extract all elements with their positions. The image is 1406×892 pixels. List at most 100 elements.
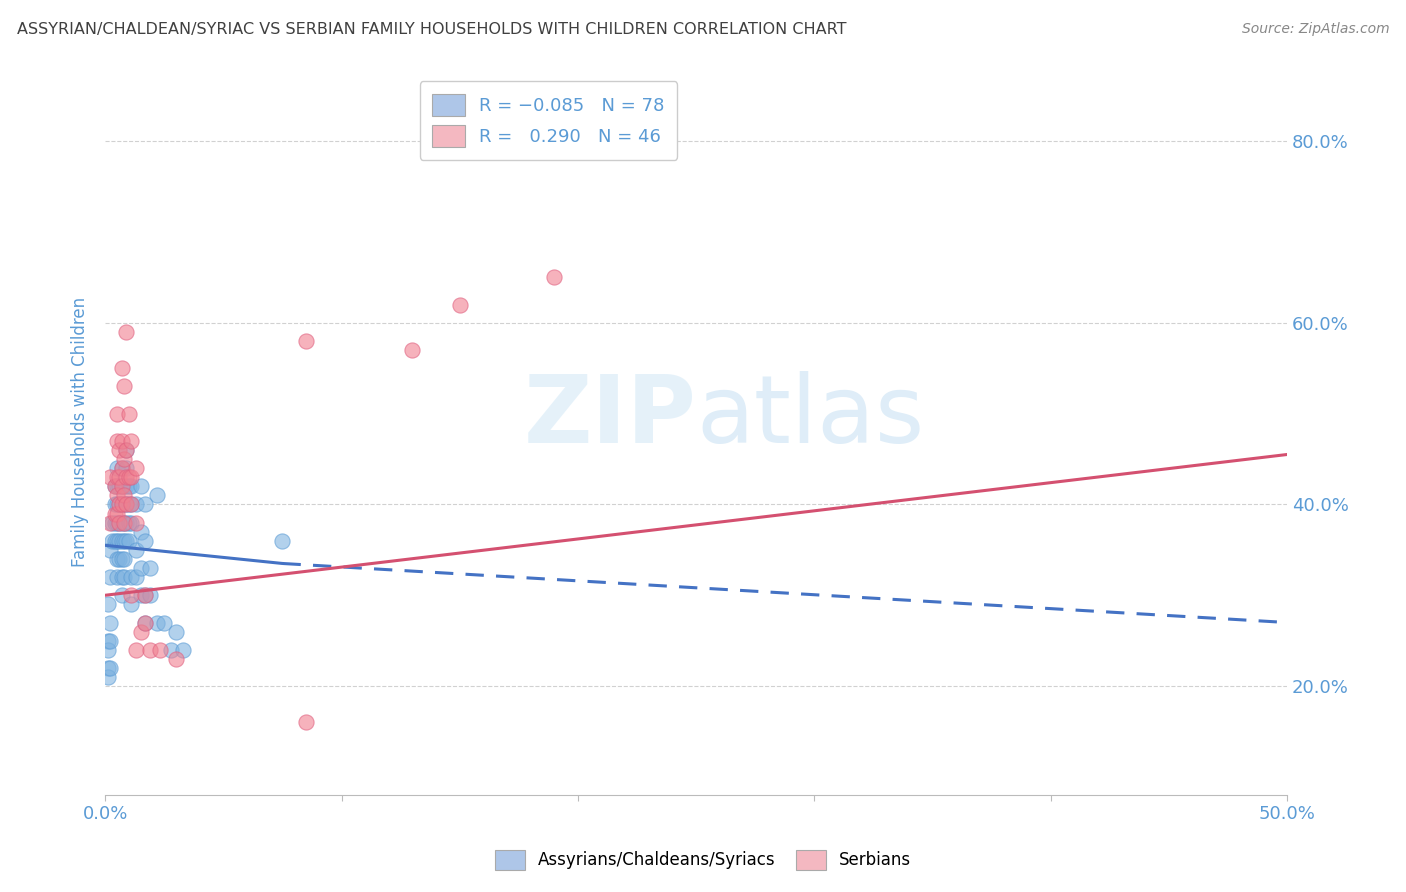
Point xyxy=(118,470,141,484)
Point xyxy=(112,379,135,393)
Point xyxy=(105,533,128,548)
Point xyxy=(108,498,131,512)
Point xyxy=(118,533,141,548)
Point xyxy=(101,533,124,548)
Point xyxy=(125,570,148,584)
Text: ASSYRIAN/CHALDEAN/SYRIAC VS SERBIAN FAMILY HOUSEHOLDS WITH CHILDREN CORRELATION : ASSYRIAN/CHALDEAN/SYRIAC VS SERBIAN FAMI… xyxy=(17,22,846,37)
Point xyxy=(118,479,141,493)
Point xyxy=(148,642,170,657)
Y-axis label: Family Households with Children: Family Households with Children xyxy=(72,297,89,566)
Point xyxy=(108,479,131,493)
Point xyxy=(112,498,135,512)
Point xyxy=(105,407,128,421)
Point xyxy=(98,516,121,530)
Point xyxy=(112,488,135,502)
Point xyxy=(115,470,138,484)
Point xyxy=(111,533,134,548)
Point xyxy=(97,633,120,648)
Point xyxy=(105,498,128,512)
Point xyxy=(118,407,141,421)
Point xyxy=(97,661,120,675)
Point xyxy=(112,479,135,493)
Point xyxy=(139,588,162,602)
Point xyxy=(115,442,138,457)
Point xyxy=(115,498,138,512)
Point xyxy=(112,552,135,566)
Point xyxy=(111,479,134,493)
Point xyxy=(115,442,138,457)
Point xyxy=(115,325,138,339)
Point xyxy=(98,615,121,630)
Text: Source: ZipAtlas.com: Source: ZipAtlas.com xyxy=(1241,22,1389,37)
Point xyxy=(111,516,134,530)
Point xyxy=(104,516,127,530)
Point xyxy=(112,533,135,548)
Point xyxy=(125,461,148,475)
Point xyxy=(125,498,148,512)
Point xyxy=(120,434,142,448)
Point xyxy=(134,588,156,602)
Point xyxy=(120,470,142,484)
Point xyxy=(134,588,156,602)
Point xyxy=(111,461,134,475)
Point xyxy=(98,542,121,557)
Point xyxy=(120,598,142,612)
Point xyxy=(97,670,120,684)
Point xyxy=(111,498,134,512)
Point xyxy=(97,598,120,612)
Point xyxy=(105,470,128,484)
Point xyxy=(129,624,152,639)
Text: atlas: atlas xyxy=(696,371,924,463)
Point xyxy=(105,488,128,502)
Point xyxy=(98,633,121,648)
Point xyxy=(134,498,156,512)
Point xyxy=(105,434,128,448)
Point xyxy=(271,533,294,548)
Point xyxy=(120,570,142,584)
Point xyxy=(165,652,187,666)
Point xyxy=(105,570,128,584)
Point xyxy=(104,498,127,512)
Point xyxy=(160,642,183,657)
Point xyxy=(120,498,142,512)
Point xyxy=(118,516,141,530)
Point xyxy=(111,498,134,512)
Point xyxy=(153,615,176,630)
Point xyxy=(108,552,131,566)
Point xyxy=(111,479,134,493)
Point xyxy=(134,615,156,630)
Point xyxy=(111,361,134,376)
Point xyxy=(104,479,127,493)
Point xyxy=(129,479,152,493)
Point xyxy=(105,516,128,530)
Point xyxy=(104,533,127,548)
Point xyxy=(139,561,162,575)
Point xyxy=(139,642,162,657)
Point xyxy=(112,452,135,467)
Point xyxy=(108,470,131,484)
Point xyxy=(115,533,138,548)
Point xyxy=(112,516,135,530)
Point xyxy=(120,479,142,493)
Point xyxy=(111,461,134,475)
Point xyxy=(125,516,148,530)
Point xyxy=(125,642,148,657)
Point xyxy=(129,561,152,575)
Point xyxy=(125,542,148,557)
Point xyxy=(108,533,131,548)
Point xyxy=(98,570,121,584)
Point xyxy=(120,516,142,530)
Point xyxy=(98,661,121,675)
Point xyxy=(105,552,128,566)
Point xyxy=(104,479,127,493)
Point xyxy=(146,488,169,502)
Point xyxy=(105,461,128,475)
Point xyxy=(295,334,318,348)
Point xyxy=(120,588,142,602)
Point xyxy=(120,498,142,512)
Point xyxy=(111,570,134,584)
Point xyxy=(108,498,131,512)
Point xyxy=(101,516,124,530)
Point xyxy=(146,615,169,630)
Point xyxy=(108,516,131,530)
